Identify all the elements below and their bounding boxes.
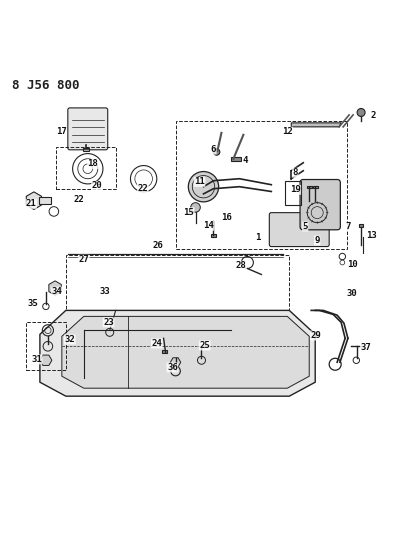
Bar — [39, 197, 51, 204]
Text: 29: 29 — [311, 331, 321, 340]
Text: 14: 14 — [203, 221, 213, 230]
Text: 18: 18 — [88, 159, 98, 168]
Text: 16: 16 — [221, 213, 232, 222]
Text: 7: 7 — [346, 222, 351, 231]
Bar — [307, 186, 312, 188]
Bar — [66, 255, 289, 310]
Text: 35: 35 — [28, 299, 38, 308]
Text: 33: 33 — [100, 287, 110, 296]
Text: 9: 9 — [314, 236, 320, 245]
Bar — [162, 350, 167, 353]
Bar — [359, 224, 363, 227]
Text: 12: 12 — [282, 127, 292, 136]
Polygon shape — [40, 310, 315, 396]
Bar — [26, 322, 66, 370]
Text: 26: 26 — [152, 241, 163, 251]
Bar — [211, 234, 216, 237]
Text: 30: 30 — [347, 289, 358, 298]
Text: 10: 10 — [347, 260, 358, 269]
Text: 2: 2 — [370, 111, 376, 120]
Polygon shape — [40, 355, 52, 366]
Polygon shape — [62, 317, 309, 388]
Text: 6: 6 — [211, 145, 216, 154]
Text: 21: 21 — [26, 199, 36, 208]
Polygon shape — [170, 358, 181, 367]
Text: 37: 37 — [361, 343, 371, 352]
Bar — [231, 157, 241, 161]
Bar — [83, 148, 89, 151]
Text: 20: 20 — [92, 181, 102, 190]
Circle shape — [188, 172, 219, 202]
Text: 36: 36 — [167, 363, 178, 372]
Text: 11: 11 — [194, 177, 205, 187]
Text: 23: 23 — [103, 318, 114, 327]
Text: 19: 19 — [290, 185, 300, 195]
Circle shape — [357, 109, 365, 117]
Bar — [313, 186, 318, 188]
Text: 22: 22 — [138, 184, 148, 193]
Text: 4: 4 — [243, 156, 248, 165]
Text: 31: 31 — [32, 355, 42, 364]
Text: 8 J56 800: 8 J56 800 — [12, 79, 79, 92]
Text: 28: 28 — [236, 261, 246, 270]
Polygon shape — [291, 123, 341, 127]
Text: 13: 13 — [367, 231, 377, 240]
Text: 5: 5 — [302, 222, 308, 231]
Text: 34: 34 — [52, 287, 62, 296]
Text: 32: 32 — [65, 335, 75, 344]
Polygon shape — [49, 281, 61, 295]
Bar — [176, 121, 347, 248]
Text: 22: 22 — [74, 195, 84, 204]
Polygon shape — [26, 192, 41, 209]
Text: 15: 15 — [184, 208, 194, 217]
Text: 24: 24 — [152, 339, 162, 348]
FancyBboxPatch shape — [269, 213, 329, 247]
Text: 17: 17 — [56, 127, 66, 136]
Text: 8: 8 — [292, 168, 298, 177]
Text: 27: 27 — [79, 255, 89, 264]
Circle shape — [213, 149, 220, 155]
Text: 25: 25 — [200, 341, 210, 350]
Bar — [285, 181, 301, 205]
Circle shape — [191, 203, 200, 212]
Bar — [56, 147, 116, 189]
FancyBboxPatch shape — [300, 180, 340, 230]
FancyBboxPatch shape — [68, 108, 108, 150]
Text: 1: 1 — [255, 233, 260, 243]
